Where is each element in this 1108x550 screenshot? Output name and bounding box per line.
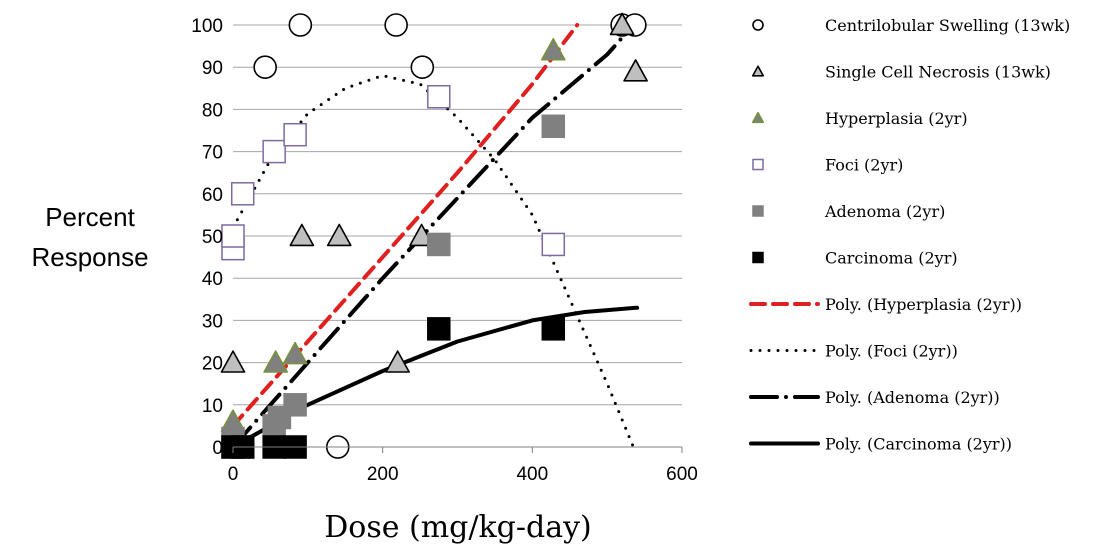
legend-marker-6: [752, 251, 764, 264]
y-tick-label-90: 90: [202, 58, 223, 79]
marker-series-4-point-6: [427, 84, 451, 109]
y-tick-label-100: 100: [191, 16, 223, 37]
legend-trend-label-3: Poly. (Adenoma (2yr)): [825, 388, 1000, 407]
marker-series-1-point-1: [253, 55, 277, 79]
legend-trend-label-1: Poly. (Hyperplasia (2yr)): [825, 295, 1022, 314]
legend-marker-3: [751, 111, 765, 124]
legend-marker-2: [751, 65, 765, 77]
y-tick-label-10: 10: [202, 396, 223, 417]
legend-trend-label-2: Poly. (Foci (2yr)): [825, 342, 958, 361]
trendline-3: [231, 23, 636, 449]
marker-series-6-point-6: [541, 317, 566, 341]
legend-marker-4: [752, 158, 764, 171]
legend-label-3: Hyperplasia (2yr): [825, 109, 968, 128]
legend-label-4: Foci (2yr): [825, 156, 903, 175]
legend-marker-5: [752, 205, 764, 217]
marker-series-5-point-6: [283, 393, 307, 417]
y-tick-label-60: 60: [202, 185, 223, 206]
marker-series-2-point-7: [623, 59, 648, 82]
x-tick-label-200: 200: [367, 464, 399, 485]
marker-series-6-point-5: [427, 317, 451, 341]
y-tick-label-80: 80: [202, 100, 223, 121]
marker-series-1-point-3: [384, 13, 408, 37]
x-tick-label-0: 0: [228, 464, 239, 485]
y-tick-label-20: 20: [202, 354, 223, 375]
marker-series-5-point-8: [541, 114, 566, 139]
marker-series-2-point-3: [326, 223, 352, 247]
x-tick-label-600: 600: [666, 464, 698, 485]
marker-series-1-point-2: [288, 13, 313, 37]
marker-series-4-point-3: [230, 182, 255, 206]
y-tick-label-30: 30: [202, 311, 223, 332]
legend-label-6: Carcinoma (2yr): [825, 249, 958, 268]
marker-series-2-point-5: [385, 350, 410, 373]
trendline-4: [231, 305, 640, 449]
marker-series-4-point-5: [283, 122, 307, 147]
x-tick-label-400: 400: [516, 464, 548, 485]
axes: 0 10 20 30 40 50 60 70 80 90 100 0 200 400 600: [191, 16, 698, 485]
marker-series-2-point-2: [289, 223, 315, 247]
y-tick-label-50: 50: [202, 227, 223, 248]
y-axis-label-line-2: Response: [31, 242, 148, 272]
marker-series-4-point-7: [541, 232, 566, 257]
legend-trend-label-4: Poly. (Carcinoma (2yr)): [825, 435, 1012, 454]
marker-series-2-point-1: [220, 350, 246, 373]
legend-label-5: Adenoma (2yr): [824, 202, 945, 221]
marker-series-3-point-4: [540, 38, 566, 61]
marker-series-4-point-4: [262, 139, 286, 164]
legend-label-1: Centrilobular Swelling (13wk): [825, 16, 1070, 35]
y-tick-label-0: 0: [212, 438, 223, 459]
marker-series-5-point-7: [427, 232, 451, 257]
legend: Centrilobular Swelling (13wk) Single Cell…: [749, 16, 1070, 454]
legend-marker-1: [752, 19, 764, 31]
legend-label-2: Single Cell Necrosis (13wk): [825, 63, 1051, 82]
marker-series-2-point-6: [609, 12, 635, 36]
y-tick-label-70: 70: [202, 143, 223, 164]
marker-series-4-point-2: [221, 224, 245, 248]
x-axis-label: Dose (mg/kg-day): [324, 510, 592, 545]
y-axis-label-line-1: Percent: [45, 202, 135, 232]
marker-series-1-point-4: [410, 55, 435, 79]
y-tick-label-40: 40: [202, 269, 223, 290]
marker-series-3-point-2: [263, 350, 289, 373]
marker-series-3-point-3: [282, 341, 308, 365]
